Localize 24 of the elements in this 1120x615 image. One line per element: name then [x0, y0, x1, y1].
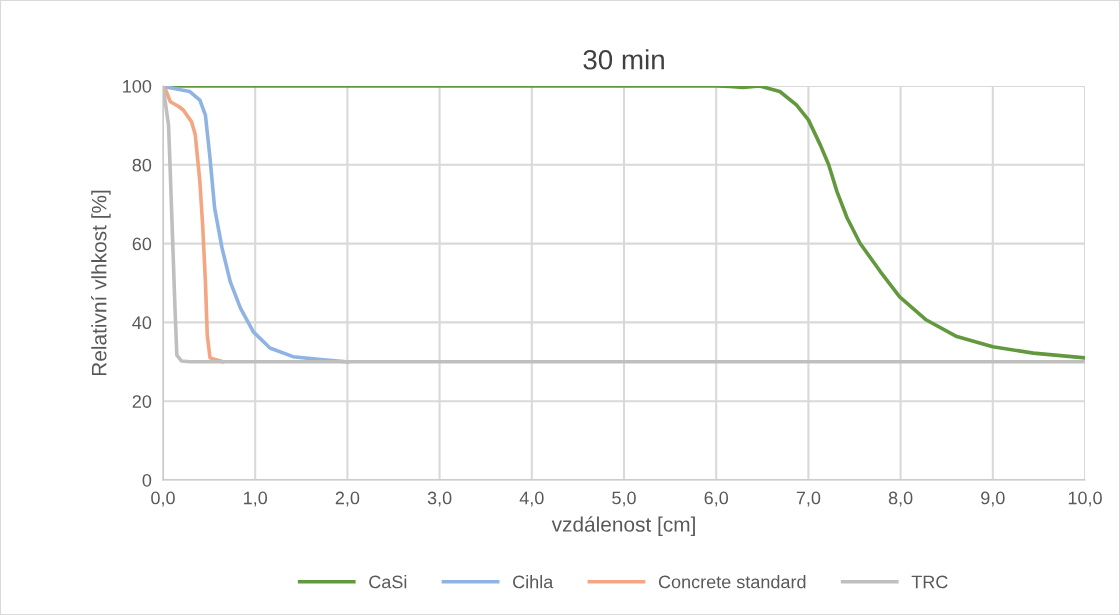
- x-tick-label: 8,0: [888, 491, 913, 507]
- x-tick-label: 10,0: [1068, 491, 1102, 507]
- y-tick-label: 80: [132, 158, 152, 172]
- y-axis-title: Relativní vlhkost [%]: [90, 190, 111, 376]
- y-tick-label: 20: [132, 395, 152, 408]
- chart-title: 30 min: [583, 49, 664, 70]
- x-tick-label: 9,0: [981, 491, 1005, 507]
- x-tick-label: 2,0: [335, 491, 360, 507]
- y-tick-label: 100: [123, 79, 152, 93]
- legend-label: Concrete standard: [658, 575, 806, 589]
- y-tick-label: 0: [142, 473, 152, 487]
- x-tick-label: 7,0: [796, 491, 821, 507]
- x-tick-label: 3,0: [427, 491, 452, 507]
- y-tick-label: 60: [132, 237, 152, 251]
- x-axis-title: vzdálenost [cm]: [551, 516, 695, 536]
- legend-label: TRC: [911, 575, 948, 589]
- x-tick-label: 4,0: [519, 491, 544, 507]
- x-tick-label: 0,0: [151, 491, 175, 507]
- y-tick-label: 40: [132, 316, 152, 330]
- x-tick-label: 1,0: [244, 491, 268, 507]
- x-tick-label: 6,0: [704, 491, 729, 507]
- legend-label: CaSi: [369, 575, 407, 589]
- x-tick-label: 5,0: [612, 491, 636, 507]
- legend-label: Cihla: [513, 575, 554, 589]
